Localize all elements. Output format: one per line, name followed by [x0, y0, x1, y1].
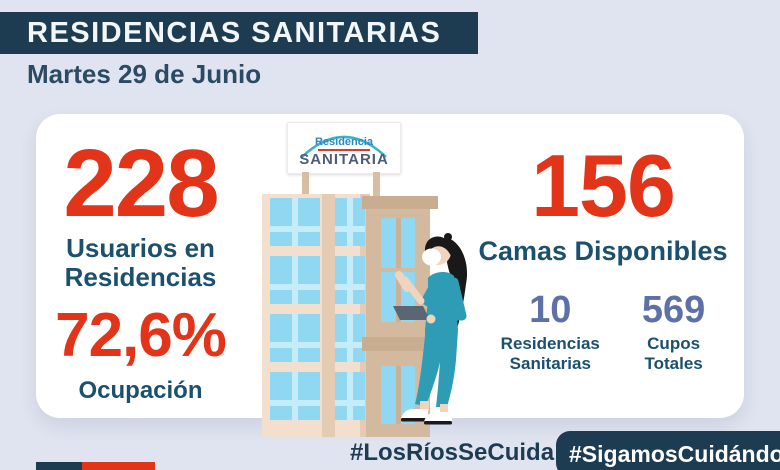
nurse-icon	[393, 233, 468, 425]
residences-count: 10	[529, 288, 572, 331]
capacity-label: Cupos Totales	[644, 333, 703, 373]
beds-label: Camas Disponibles	[478, 235, 728, 266]
building-window	[270, 256, 320, 304]
capacity-stat: 569 Cupos Totales	[642, 291, 705, 375]
sign-post	[302, 172, 309, 196]
sign-underline	[318, 149, 370, 151]
mini-stats-row: 10 Residencias Sanitarias 569 Cupos Tota…	[478, 291, 728, 375]
building-illustration: Residencia SANITARIA	[260, 120, 460, 440]
building-window	[335, 372, 365, 420]
facade-divider	[322, 194, 335, 437]
building-window	[335, 314, 365, 362]
hashtag-campaign-banner: #SigamosCuidándonos	[556, 431, 780, 470]
title-banner: RESIDENCIAS SANITARIAS	[0, 12, 478, 54]
building-window	[335, 198, 365, 246]
users-stat-block: 228 Usuarios en Residencias 72,6% Ocupac…	[38, 130, 243, 405]
beds-count: 156	[531, 136, 676, 235]
nurse-illustration	[390, 230, 475, 435]
tower-cornice	[362, 196, 438, 209]
sign-text-bottom: SANITARIA	[299, 151, 389, 168]
page-title: RESIDENCIAS SANITARIAS	[27, 16, 442, 49]
residences-stat: 10 Residencias Sanitarias	[501, 291, 600, 375]
building-window	[381, 218, 415, 268]
gov-logo-bar-red	[82, 462, 155, 470]
date-text: Martes 29 de Junio	[27, 59, 262, 89]
tower-cornice	[362, 337, 438, 351]
sign-arc-icon	[301, 135, 387, 158]
sign-text-top: Residencia	[314, 136, 374, 148]
sign-post	[373, 172, 380, 196]
building-window	[270, 372, 320, 420]
building-window	[270, 198, 320, 246]
building-window	[335, 256, 365, 304]
residences-label: Residencias Sanitarias	[500, 333, 600, 373]
beds-stat-block: 156 Camas Disponibles 10 Residencias San…	[478, 136, 728, 375]
building-window	[270, 314, 320, 362]
facade-divider	[360, 194, 370, 437]
hashtag-campaign: #SigamosCuidándonos	[569, 440, 780, 467]
capacity-count: 569	[641, 288, 706, 331]
users-label: Usuarios en Residencias	[64, 233, 217, 293]
gov-logo-bar-navy	[36, 462, 82, 470]
users-count: 228	[63, 130, 219, 237]
occupancy-label: Ocupación	[78, 376, 203, 404]
hashtag-region: #LosRíosSeCuida	[350, 439, 555, 466]
building-sign: Residencia SANITARIA	[287, 122, 401, 174]
occupancy-value: 72,6%	[55, 300, 227, 370]
